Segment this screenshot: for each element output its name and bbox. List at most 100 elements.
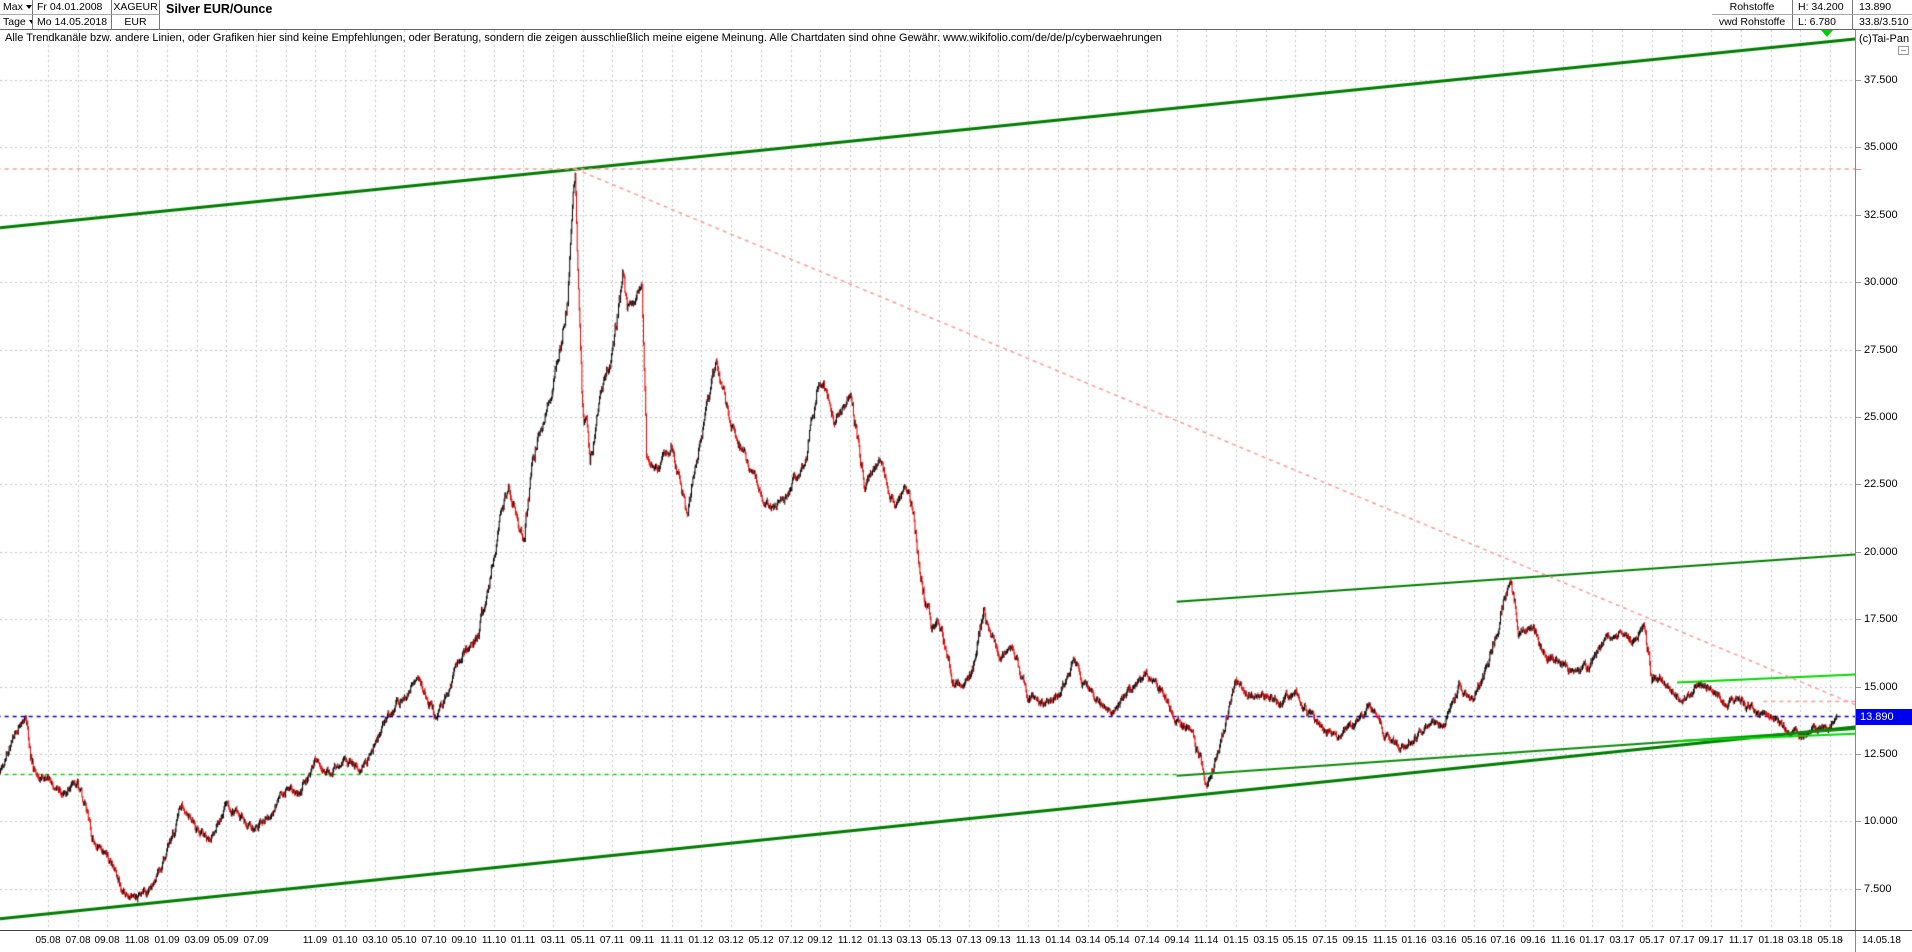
time-axis-label: 11.12 <box>837 935 863 946</box>
time-axis-label: 11.15 <box>1372 935 1398 946</box>
caret-down-icon <box>28 20 32 25</box>
axis-gap-dash: - <box>1840 935 1844 946</box>
price-axis-label: 22.500 <box>1864 478 1898 490</box>
time-axis-label: 05.09 <box>213 935 239 946</box>
time-axis-label: 07.13 <box>956 935 982 946</box>
time-axis-label: 07.11 <box>599 935 625 946</box>
price-axis-label: 32.500 <box>1864 209 1898 221</box>
taipan-watermark: (c)Tai-Pan <box>1859 33 1910 45</box>
time-axis-label: 01.12 <box>688 935 714 946</box>
time-axis-label: 09.17 <box>1698 935 1724 946</box>
date-to-label: Mo 14.05.2018 <box>33 15 112 30</box>
price-axis-tick <box>1856 821 1861 822</box>
time-axis-label: 01.13 <box>867 935 893 946</box>
price-axis-label: 7.500 <box>1864 883 1892 895</box>
time-axis-label: 03.16 <box>1431 935 1457 946</box>
time-axis-label: 03.18 <box>1787 935 1813 946</box>
time-axis-label: 11.09 <box>302 935 328 946</box>
range-info-label: 33.8/3.510 <box>1859 16 1909 28</box>
time-axis-label: 07.10 <box>421 935 447 946</box>
time-axis-label: 03.17 <box>1609 935 1635 946</box>
price-axis-tick <box>1856 484 1861 485</box>
price-axis-label: 37.500 <box>1864 74 1898 86</box>
time-axis-label: 09.12 <box>807 935 833 946</box>
time-axis-label: 01.16 <box>1401 935 1427 946</box>
date-from-label: Fr 04.01.2008 <box>33 0 112 15</box>
price-axis-label: 17.500 <box>1864 613 1898 625</box>
price-axis-tick <box>1856 147 1861 148</box>
price-axis-tick <box>1856 282 1861 283</box>
price-axis-tick <box>1856 552 1861 553</box>
time-axis-label: 05.11 <box>570 935 596 946</box>
price-axis-tick <box>1856 80 1861 81</box>
time-axis-label: 03.15 <box>1253 935 1279 946</box>
time-axis-label: 03.13 <box>896 935 922 946</box>
time-axis-label: 03.09 <box>184 935 210 946</box>
price-axis-tick <box>1856 350 1861 351</box>
time-axis-label: 09.16 <box>1520 935 1546 946</box>
time-axis-label: 01.09 <box>154 935 180 946</box>
price-axis-label: 27.500 <box>1864 344 1898 356</box>
range-dropdown[interactable]: Max <box>0 0 33 15</box>
time-axis-label: 07.15 <box>1312 935 1338 946</box>
time-axis-label: 11.16 <box>1550 935 1576 946</box>
time-axis-label: 05.15 <box>1282 935 1308 946</box>
time-axis-label: 05.18 <box>1817 935 1843 946</box>
price-axis-label: 35.000 <box>1864 141 1898 153</box>
time-axis-label: 11.08 <box>124 935 150 946</box>
last-price-label: 13.890 <box>1853 0 1912 15</box>
period-high-label: H: 34.200 <box>1793 0 1853 15</box>
chart-title: Silver EUR/Ounce <box>166 2 273 16</box>
time-axis-label: 11.14 <box>1193 935 1219 946</box>
time-axis-label: 05.13 <box>926 935 952 946</box>
collapse-box-icon[interactable] <box>1898 46 1909 55</box>
period-low-label: L: 6.780 <box>1793 15 1853 30</box>
range-dropdown-label: Max <box>3 1 23 13</box>
period-dropdown-label: Tage <box>3 16 26 28</box>
price-axis-tick <box>1856 754 1861 755</box>
time-axis-label: 05.17 <box>1639 935 1665 946</box>
time-axis-label: 09.11 <box>629 935 655 946</box>
chart-header: Max Tage Fr 04.01.2008 Mo 14.05.2018 XAG… <box>0 0 1912 30</box>
price-chart-plot: Alle Trendkanäle bzw. andere Linien, ode… <box>0 30 1855 930</box>
price-axis-tick <box>1856 417 1861 418</box>
time-axis-label: 05.16 <box>1461 935 1487 946</box>
price-axis-label: 15.000 <box>1864 681 1898 693</box>
time-axis-label: 07.17 <box>1669 935 1695 946</box>
time-axis-label: 01.10 <box>332 935 358 946</box>
time-axis-label: 11.13 <box>1015 935 1041 946</box>
time-axis-label: 01.11 <box>510 935 536 946</box>
time-axis-label: 11.11 <box>660 935 684 946</box>
disclaimer-text: Alle Trendkanäle bzw. andere Linien, ode… <box>5 32 1162 44</box>
axis-corner-divider <box>1855 931 1856 952</box>
caret-down-icon <box>25 5 32 10</box>
high-level-tick <box>1856 169 1861 170</box>
feed-name-label: Rohstoffe <box>1712 0 1793 15</box>
time-axis-label: 05.10 <box>391 935 417 946</box>
time-axis-label: 01.15 <box>1223 935 1249 946</box>
time-axis-label: 09.14 <box>1164 935 1190 946</box>
time-axis-label: 07.14 <box>1134 935 1160 946</box>
time-axis-label: 03.12 <box>718 935 744 946</box>
price-axis-label: 25.000 <box>1864 411 1898 423</box>
time-axis-label: 11.10 <box>481 935 507 946</box>
currency-label: EUR <box>112 15 160 30</box>
time-axis: 05.08 07.08 09.08 11.08 01.09 03.09 05.09 07.09… <box>0 930 1912 952</box>
time-axis-label: 01.18 <box>1758 935 1784 946</box>
time-axis-label: 09.13 <box>985 935 1011 946</box>
price-chart-canvas[interactable] <box>0 30 1855 930</box>
time-axis-label: 03.10 <box>362 935 388 946</box>
feed-source-label: vwd Rohstoffe <box>1712 15 1793 30</box>
time-axis-label: 07.12 <box>778 935 804 946</box>
time-axis-label: 11.17 <box>1728 935 1754 946</box>
price-axis: (c)Tai-Pan 37.500 35.000 32.500 30.000 27.50… <box>1855 30 1912 930</box>
time-axis-label: 07.16 <box>1490 935 1516 946</box>
time-axis-label: 05.14 <box>1104 935 1130 946</box>
time-axis-label: 05.08 <box>35 935 61 946</box>
time-axis-label: 09.10 <box>451 935 477 946</box>
price-axis-tick <box>1856 215 1861 216</box>
time-axis-label: 09.08 <box>94 935 120 946</box>
period-dropdown[interactable]: Tage <box>0 15 33 30</box>
end-date-label: 14.05.18 <box>1862 935 1901 946</box>
